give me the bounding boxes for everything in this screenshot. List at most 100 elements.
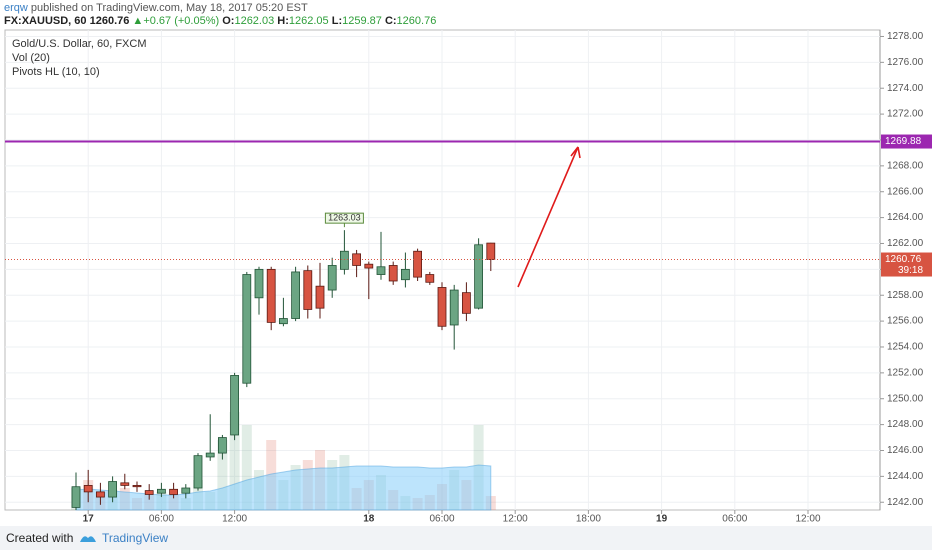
logo <box>80 536 96 542</box>
candle-body <box>474 244 484 309</box>
candle-body <box>278 318 288 325</box>
x-tick-label: 18:00 <box>576 514 601 525</box>
price-label: 1260.76 <box>885 254 922 265</box>
footer: Created with TradingView <box>0 526 932 550</box>
y-tick-label: 1248.00 <box>887 419 924 430</box>
candle-body <box>96 491 105 498</box>
y-tick-label: 1250.00 <box>887 393 924 404</box>
grid <box>5 30 880 510</box>
candle-body <box>339 250 349 270</box>
author[interactable]: erqw <box>4 2 28 14</box>
volume-bar <box>229 412 240 510</box>
y-tick-label: 1264.00 <box>887 212 924 223</box>
candle-body <box>71 486 81 508</box>
y-tick-label: 1246.00 <box>887 445 924 456</box>
volume-pane <box>71 412 496 511</box>
c-label: C: <box>384 15 397 27</box>
candle-body <box>376 266 386 275</box>
candle-body <box>254 268 264 299</box>
candle-body <box>425 274 435 283</box>
legend-vol: Vol (20) <box>12 52 50 64</box>
candle-body <box>327 265 337 291</box>
candle-body <box>303 270 313 310</box>
y-tick-label: 1258.00 <box>887 290 924 301</box>
candle-body <box>400 268 410 281</box>
axes: 1242.00 1244.00 1246.00 1248.00 1250.00 1252.… <box>83 31 932 525</box>
candle-body <box>132 485 142 488</box>
candle-body <box>193 455 203 489</box>
h-value: 1262.05 <box>288 15 329 27</box>
y-tick-label: 1262.00 <box>887 238 924 249</box>
l-value: 1259.87 <box>342 15 382 27</box>
header: erqw published on TradingView.com, May 1… <box>4 2 436 28</box>
hline-label-box <box>881 134 932 149</box>
brand[interactable]: TradingView <box>102 531 169 545</box>
x-tick-label: 12:00 <box>503 514 528 525</box>
publish-line: erqw published on TradingView.com, May 1… <box>4 2 436 15</box>
arrow[interactable] <box>517 146 579 288</box>
arrow-head <box>570 146 581 159</box>
candle-body <box>169 488 179 495</box>
x-tick-label: 06:00 <box>149 514 174 525</box>
y-tick-label: 1268.00 <box>887 160 924 171</box>
created-with: Created with <box>6 531 74 545</box>
volume-bar <box>241 425 252 510</box>
y-tick-label: 1242.00 <box>887 497 924 508</box>
h-label: H: <box>277 15 289 27</box>
y-tick-label: 1272.00 <box>887 109 924 120</box>
y-tick-label: 1252.00 <box>887 367 924 378</box>
symbol: FX:XAUUSD, 60 <box>4 15 87 27</box>
o-value: 1262.03 <box>234 15 275 27</box>
x-tick-label: 12:00 <box>795 514 820 525</box>
y-tick-label: 1254.00 <box>887 342 924 353</box>
candle-body <box>181 487 191 494</box>
last-price: 1260.76 <box>89 15 130 27</box>
y-tick-label: 1244.00 <box>887 471 924 482</box>
o-label: O: <box>222 15 235 27</box>
y-tick-label: 1274.00 <box>887 83 924 94</box>
candle-body <box>413 250 423 278</box>
candle-body <box>230 375 240 436</box>
x-tick-label: 17 <box>83 514 95 525</box>
c-value: 1260.76 <box>396 15 437 27</box>
y-tick-label: 1276.00 <box>887 57 924 68</box>
candle-body <box>108 481 117 498</box>
change: +0.67 (+0.05%) <box>143 15 220 27</box>
candle-body <box>315 285 325 309</box>
candle-body <box>205 452 215 458</box>
hline-label: 1269.88 <box>885 136 922 147</box>
candle-body <box>144 490 154 495</box>
x-tick-label: 19 <box>656 514 668 525</box>
legend-pivots: Pivots HL (10, 10) <box>12 66 100 78</box>
pivot-label: 1263.03 <box>328 213 361 223</box>
candle-body <box>83 485 93 493</box>
quote-line: FX:XAUUSD, 60 1260.76 ▲+0.67 (+0.05%) O:… <box>4 15 436 28</box>
candle-body <box>217 437 227 454</box>
legend-main: Gold/U.S. Dollar, 60, FXCM <box>12 38 147 50</box>
x-tick-label: 12:00 <box>222 514 247 525</box>
candle-body <box>242 274 252 384</box>
pivot-box <box>324 212 364 224</box>
candle-body <box>388 265 398 282</box>
overlays: 1263.03 <box>5 140 880 261</box>
x-tick-label: 18 <box>363 514 375 525</box>
y-tick-label: 1256.00 <box>887 316 924 327</box>
y-tick-label: 1266.00 <box>887 186 924 197</box>
candle-body <box>120 482 130 486</box>
published: published on TradingView.com, May 18, 20… <box>30 2 308 14</box>
volume-ma-area <box>75 464 492 511</box>
price-label-box <box>881 252 932 277</box>
up-icon: ▲ <box>132 15 144 27</box>
candle-body <box>291 271 301 319</box>
candle-body <box>461 292 471 314</box>
candle-body <box>364 263 374 269</box>
x-tick-label: 06:00 <box>429 514 454 525</box>
candle-body <box>266 268 276 323</box>
chart: 1263.03 Gold/U.S. Dollar, 60, FXCM Vol (… <box>4 29 932 525</box>
x-tick-label: 06:00 <box>722 514 747 525</box>
volume-bar <box>217 440 228 510</box>
candle-body <box>437 287 447 327</box>
candle-body <box>486 242 496 260</box>
l-label: L: <box>331 15 343 27</box>
